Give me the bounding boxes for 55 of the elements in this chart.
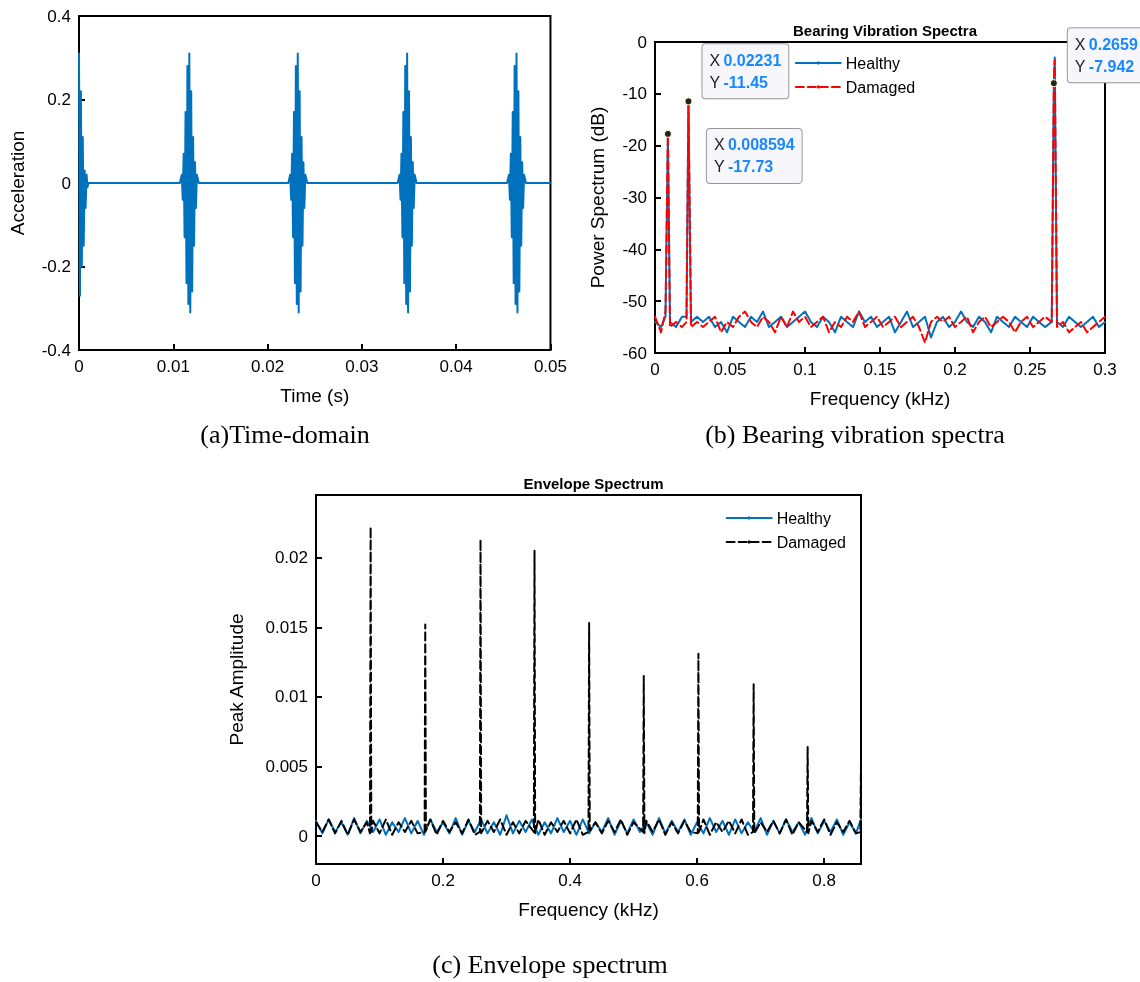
annotation: X 0.2659 Y -7.942 [1074,35,1138,75]
x-tick-label: 0.02 [251,357,285,376]
x-tick-label: 0.03 [345,357,379,376]
x-tick-label: 0.2 [943,360,967,379]
line-series [78,52,552,314]
x-axis-title: Frequency (kHz) [809,388,951,409]
x-axis-title: Frequency (kHz) [518,899,659,920]
y-axis-title: Acceleration [7,130,28,236]
y-tick-label: 0.4 [47,6,71,26]
x-tick-label: 0.4 [558,871,582,890]
x-tick-label: 0.05 [713,360,747,379]
x-tick-label: 0.01 [156,357,190,376]
y-tick-label: -20 [622,136,647,156]
x-tick-label: 0.3 [1093,360,1117,379]
chart-title: Bearing Vibration Spectra [793,22,978,39]
x-tick-label: 0.6 [685,871,709,890]
y-tick-label: 0.2 [47,90,71,109]
x-tick-label: 0.04 [439,357,473,376]
y-tick-label: -50 [622,291,647,311]
annotation: X 0.02231 Y -11.45 [709,51,782,91]
y-tick-label: 0 [637,32,647,52]
x-tick-label: 0.25 [1013,360,1047,379]
y-tick-label: 0.005 [265,757,308,777]
x-tick-label: 0.2 [431,871,455,890]
text: (b) Bearing vibration spectra [705,419,1006,449]
line-series [315,814,862,836]
annotation: X 0.008594 Y -17.73 [713,136,795,176]
y-tick-label: 0 [298,826,308,846]
y-axis-title: Power Spectrum (dB) [587,106,608,289]
legend-label: Healthy [776,509,831,527]
y-tick-label: -30 [622,188,647,207]
y-tick-label: 0.02 [274,548,308,568]
y-tick-label: -10 [622,84,647,104]
x-tick-label: 0.15 [863,360,897,379]
text: (a)Time-domain [200,419,370,449]
x-tick-label: 0 [311,871,321,890]
x-axis-title: Time (s) [280,385,350,406]
x-tick-label: 0 [650,360,660,379]
x-tick-label: 0.05 [533,357,567,376]
y-tick-label: -0.4 [41,340,71,360]
y-tick-label: 0.015 [265,617,308,637]
legend-label: Damaged [776,533,846,551]
chart-title: Envelope Spectrum [523,475,664,492]
legend-label: Damaged [845,78,916,96]
y-tick-label: 0.01 [274,687,308,707]
text: (c) Envelope spectrum [432,949,668,979]
y-axis-title: Peak Amplitude [226,613,247,746]
x-tick-label: 0 [74,357,84,376]
x-tick-label: 0.8 [812,871,836,890]
y-tick-label: -40 [622,239,647,259]
x-tick-label: 0.1 [793,360,817,379]
legend-label: Healthy [845,54,901,72]
y-tick-label: -0.2 [41,257,71,276]
y-tick-label: -60 [622,343,647,363]
y-tick-label: 0 [61,173,71,193]
